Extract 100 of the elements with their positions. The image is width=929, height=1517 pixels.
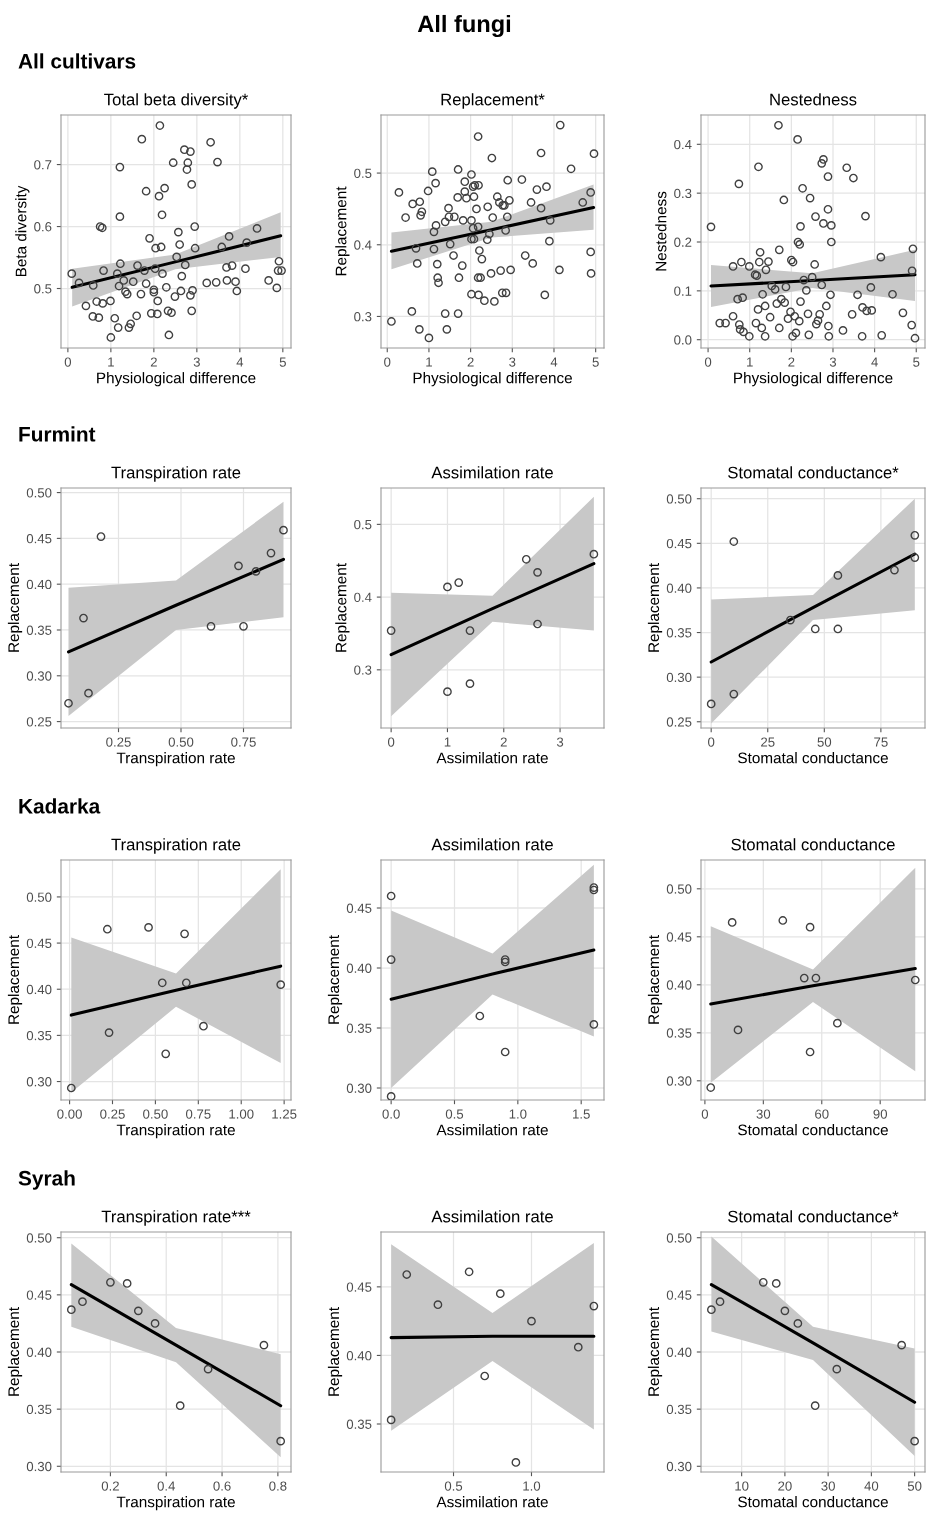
x-axis-title: Physiological difference xyxy=(97,372,256,387)
y-tick-label: 0.30 xyxy=(666,672,692,683)
x-axis-title: Assimilation rate xyxy=(436,1124,548,1136)
x-axis-title: Assimilation rate xyxy=(436,752,548,764)
x-tick-label: 1.0 xyxy=(523,1481,541,1491)
text: All cultivars xyxy=(18,53,136,69)
x-tick-label: 0.2 xyxy=(101,1481,119,1491)
y-tick-label: 0.0 xyxy=(674,335,692,345)
x-tick-label: 0.8 xyxy=(269,1481,287,1491)
y-tick-label: 0.45 xyxy=(666,1290,692,1300)
y-axis-title: Replacement xyxy=(7,1307,23,1396)
x-tick-label: 25 xyxy=(761,737,775,747)
x-tick-label: 50 xyxy=(817,737,832,747)
y-tick-label: 0.30 xyxy=(666,1076,692,1086)
y-tick-label: 0.2 xyxy=(674,237,692,247)
x-tick-label: 4 xyxy=(550,357,558,367)
y-tick-label: 0.50 xyxy=(666,1233,692,1243)
y-tick-label: 0.50 xyxy=(26,892,52,902)
y-tick-label: 0.25 xyxy=(26,717,52,727)
x-axis-title: Transpiration rate xyxy=(116,1496,235,1511)
y-tick-label: 0.40 xyxy=(26,1347,52,1357)
y-tick-label: 0.45 xyxy=(346,1282,372,1292)
y-tick-label: 0.30 xyxy=(666,1461,692,1472)
x-tick-label: 2 xyxy=(788,357,795,367)
chart-title: Total beta diversity* xyxy=(104,93,248,109)
y-tick-label: 0.40 xyxy=(666,583,692,593)
x-tick-label: 60 xyxy=(815,1109,829,1119)
chart-title: Replacement* xyxy=(441,93,545,109)
x-tick-label: 0.5 xyxy=(444,1481,463,1491)
y-axis-title: Nestedness xyxy=(655,191,667,271)
x-tick-label: 3 xyxy=(556,737,564,747)
x-tick-label: 0.5 xyxy=(445,1109,464,1119)
x-tick-label: 0 xyxy=(384,357,391,367)
x-tick-label: 0 xyxy=(704,357,712,367)
y-tick-label: 0.40 xyxy=(346,963,372,973)
x-tick-label: 3 xyxy=(829,357,837,367)
x-tick-label: 75 xyxy=(874,737,888,747)
x-axis-title: Transpiration rate xyxy=(116,1124,235,1139)
x-tick-label: 3 xyxy=(193,357,200,367)
y-tick-label: 0.3 xyxy=(354,312,372,322)
y-tick-label: 0.3 xyxy=(354,665,372,675)
x-tick-label: 3 xyxy=(509,357,516,367)
y-axis-title: Replacement xyxy=(335,563,350,652)
y-tick-label: 0.45 xyxy=(666,538,692,549)
x-tick-label: 5 xyxy=(592,357,599,367)
y-axis-title: Replacement xyxy=(7,935,23,1024)
y-tick-label: 0.3 xyxy=(674,188,692,199)
y-tick-label: 0.35 xyxy=(26,1404,52,1415)
y-tick-label: 0.4 xyxy=(354,240,372,250)
y-tick-label: 0.50 xyxy=(666,494,692,504)
y-tick-label: 0.45 xyxy=(26,938,52,948)
y-axis-title: Replacement xyxy=(327,935,343,1024)
y-tick-label: 0.50 xyxy=(26,1233,52,1243)
y-axis-title: Replacement xyxy=(7,563,23,652)
y-tick-label: 0.5 xyxy=(354,168,372,178)
x-tick-label: 0 xyxy=(708,737,715,747)
y-tick-label: 0.35 xyxy=(666,1028,692,1038)
x-tick-label: 0.0 xyxy=(382,1109,400,1119)
y-tick-label: 0.30 xyxy=(26,671,52,681)
x-tick-label: 5 xyxy=(913,357,920,367)
chart-title: Transpiration rate xyxy=(111,466,241,482)
y-tick-label: 0.50 xyxy=(666,884,692,894)
chart-title: Stomatal conductance* xyxy=(728,1210,899,1223)
y-tick-label: 0.30 xyxy=(26,1461,52,1472)
x-tick-label: 10 xyxy=(735,1481,749,1491)
x-tick-label: 0.75 xyxy=(231,737,256,747)
x-tick-label: 0.75 xyxy=(185,1109,211,1119)
y-tick-label: 0.40 xyxy=(346,1351,372,1361)
x-tick-label: 0.25 xyxy=(100,1109,125,1119)
chart-title: Stomatal conductance* xyxy=(728,466,899,479)
y-tick-label: 0.30 xyxy=(346,1083,372,1093)
x-tick-label: 1 xyxy=(108,357,114,367)
x-axis-title: Transpiration rate xyxy=(116,752,235,767)
x-axis-title: Stomatal conductance xyxy=(738,752,888,764)
x-tick-label: 0.25 xyxy=(106,737,131,747)
x-axis-title: Physiological difference xyxy=(734,372,893,387)
y-tick-label: 0.40 xyxy=(666,980,692,990)
x-tick-label: 0.50 xyxy=(168,737,194,747)
y-axis-title: Replacement xyxy=(327,1307,343,1396)
x-tick-label: 20 xyxy=(778,1481,792,1491)
x-tick-label: 1 xyxy=(426,357,432,367)
x-tick-label: 1.00 xyxy=(229,1109,254,1119)
x-tick-label: 5 xyxy=(279,357,286,367)
x-tick-label: 30 xyxy=(756,1109,771,1119)
x-tick-label: 0.4 xyxy=(157,1481,176,1491)
chart-title: Transpiration rate xyxy=(111,838,241,854)
x-tick-label: 1 xyxy=(747,357,753,367)
y-tick-label: 0.1 xyxy=(674,286,692,296)
y-tick-label: 0.40 xyxy=(666,1347,692,1357)
y-tick-label: 0.35 xyxy=(666,1404,692,1415)
x-tick-label: 0 xyxy=(387,737,395,747)
text: All fungi xyxy=(417,14,511,38)
y-tick-label: 0.6 xyxy=(34,222,52,232)
y-tick-label: 0.40 xyxy=(26,579,52,590)
chart-title: Assimilation rate xyxy=(431,466,553,479)
y-axis-title: Replacement xyxy=(335,186,350,276)
y-axis-title: Replacement xyxy=(647,935,663,1024)
x-tick-label: 1.25 xyxy=(272,1109,297,1119)
x-tick-label: 2 xyxy=(150,357,157,367)
x-tick-label: 2 xyxy=(467,357,474,367)
